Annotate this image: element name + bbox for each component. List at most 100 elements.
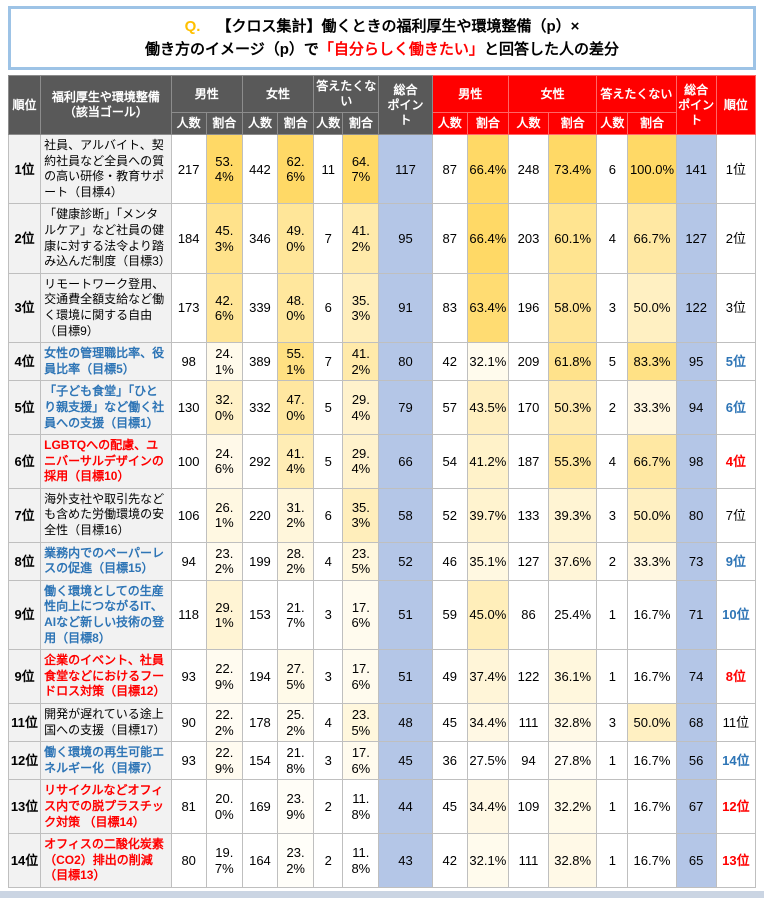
noanswer-ratio-cell: 41.2%	[342, 342, 380, 382]
rank-left-cell: 1位	[7, 133, 42, 205]
noanswer-ratio-cell: 35.3%	[342, 487, 380, 543]
male-ratio-cell: 20.0%	[205, 779, 243, 835]
female-ratio-cell-right: 32.2%	[548, 779, 598, 835]
total-point-cell: 66	[378, 434, 433, 489]
rank-right-cell: 1位	[715, 133, 757, 205]
total-point-cell-right: 73	[675, 541, 717, 581]
header-female-count-left: 人数	[241, 112, 279, 135]
category-label-cell: 「子ども食堂」「ひとり親支援」など働く社員への支援（目標1）	[40, 380, 172, 436]
male-count-cell-right: 42	[431, 833, 468, 888]
header-noanswer-right: 答えたくない	[596, 75, 677, 113]
female-count-cell-right: 122	[507, 649, 550, 704]
male-count-cell: 100	[170, 434, 207, 489]
table-row: 9位 働く環境としての生産性向上につながるIT、AIなど新しい技術の登用（目標8…	[7, 579, 757, 651]
noanswer-ratio-cell-right: 50.0%	[627, 487, 677, 543]
noanswer-ratio-cell: 41.2%	[342, 203, 380, 274]
male-count-cell: 81	[170, 779, 207, 835]
rank-right-cell: 9位	[715, 541, 757, 581]
header-total-right: 総合 ポイン ト	[675, 75, 717, 135]
male-ratio-cell-right: 27.5%	[466, 741, 509, 781]
noanswer-count-cell: 11	[313, 133, 344, 205]
female-count-cell: 194	[241, 649, 279, 704]
male-ratio-cell: 53.4%	[205, 133, 243, 205]
rank-left-cell: 3位	[7, 272, 42, 344]
title-line2-pre: 働き方のイメージ（p）で	[145, 40, 319, 58]
female-ratio-cell-right: 27.8%	[548, 741, 598, 781]
table-row: 11位 開発が遅れている途上国への支援（目標17） 90 22.2% 178 2…	[7, 702, 757, 743]
male-ratio-cell-right: 35.1%	[466, 541, 509, 581]
total-point-cell: 95	[378, 203, 433, 274]
header-noanswer-ratio-right: 割合	[627, 112, 677, 135]
female-ratio-cell-right: 39.3%	[548, 487, 598, 543]
table-row: 8位 業務内でのペーパーレスの促進（目標15） 94 23.2% 199 28.…	[7, 541, 757, 581]
rank-right-cell: 5位	[715, 342, 757, 382]
male-ratio-cell: 23.2%	[205, 541, 243, 581]
female-count-cell: 154	[241, 741, 279, 781]
header-female-right: 女性	[507, 75, 598, 113]
rank-right-cell: 10位	[715, 579, 757, 651]
rank-left-cell: 11位	[7, 702, 42, 743]
male-ratio-cell-right: 63.4%	[466, 272, 509, 344]
noanswer-count-cell-right: 1	[596, 649, 629, 704]
header-rank-right: 順位	[715, 75, 757, 135]
category-label-cell: 社員、アルバイト、契約社員など全員への質の高い研修・教育サポート（目標4）	[40, 133, 172, 205]
total-point-cell: 44	[378, 779, 433, 835]
rank-right-cell: 14位	[715, 741, 757, 781]
category-label-cell: LGBTQへの配慮、ユニバーサルデザインの採用（目標10）	[40, 434, 172, 489]
male-ratio-cell: 22.9%	[205, 649, 243, 704]
male-count-cell: 90	[170, 702, 207, 743]
female-ratio-cell-right: 50.3%	[548, 380, 598, 436]
male-count-cell-right: 87	[431, 133, 468, 205]
female-count-cell: 178	[241, 702, 279, 743]
header-noanswer-count-right: 人数	[596, 112, 629, 135]
male-count-cell: 130	[170, 380, 207, 436]
header-female-left: 女性	[241, 75, 315, 113]
male-ratio-cell-right: 66.4%	[466, 133, 509, 205]
header-female-count-right: 人数	[507, 112, 550, 135]
male-count-cell: 118	[170, 579, 207, 651]
female-ratio-cell-right: 73.4%	[548, 133, 598, 205]
rank-left-cell: 9位	[7, 579, 42, 651]
male-ratio-cell: 42.6%	[205, 272, 243, 344]
male-ratio-cell: 22.9%	[205, 741, 243, 781]
total-point-cell: 51	[378, 649, 433, 704]
noanswer-ratio-cell: 64.7%	[342, 133, 380, 205]
total-point-cell-right: 56	[675, 741, 717, 781]
noanswer-count-cell-right: 3	[596, 272, 629, 344]
male-ratio-cell-right: 37.4%	[466, 649, 509, 704]
female-ratio-cell-right: 55.3%	[548, 434, 598, 489]
noanswer-count-cell-right: 4	[596, 203, 629, 274]
female-ratio-cell-right: 32.8%	[548, 833, 598, 888]
category-label-cell: オフィスの二酸化炭素（CO2）排出の削減（目標13）	[40, 833, 172, 888]
male-count-cell-right: 59	[431, 579, 468, 651]
noanswer-ratio-cell-right: 16.7%	[627, 741, 677, 781]
rank-right-cell: 13位	[715, 833, 757, 888]
male-count-cell: 80	[170, 833, 207, 888]
noanswer-ratio-cell-right: 16.7%	[627, 779, 677, 835]
category-label-cell: 女性の管理職比率、役員比率（目標5）	[40, 342, 172, 382]
female-count-cell: 169	[241, 779, 279, 835]
female-ratio-cell: 55.1%	[277, 342, 315, 382]
total-point-cell: 52	[378, 541, 433, 581]
q-label: Q.	[184, 18, 201, 35]
header-male-count-right: 人数	[431, 112, 468, 135]
title-line2-highlight: 「自分らしく働きたい」	[318, 40, 484, 58]
male-count-cell: 94	[170, 541, 207, 581]
female-count-cell: 292	[241, 434, 279, 489]
female-count-cell-right: 209	[507, 342, 550, 382]
rank-right-cell: 2位	[715, 203, 757, 274]
male-ratio-cell-right: 43.5%	[466, 380, 509, 436]
noanswer-ratio-cell: 35.3%	[342, 272, 380, 344]
table-row: 13位 リサイクルなどオフィス内での脱プラスチック対策 （目標14） 81 20…	[7, 779, 757, 835]
female-ratio-cell-right: 61.8%	[548, 342, 598, 382]
noanswer-count-cell: 3	[313, 649, 344, 704]
header-category: 福利厚生や環境整備 （該当ゴール）	[40, 75, 172, 135]
male-count-cell-right: 46	[431, 541, 468, 581]
header-noanswer-left: 答えたくない	[313, 75, 380, 113]
female-count-cell-right: 109	[507, 779, 550, 835]
noanswer-ratio-cell: 29.4%	[342, 434, 380, 489]
male-count-cell: 217	[170, 133, 207, 205]
male-ratio-cell: 45.3%	[205, 203, 243, 274]
noanswer-ratio-cell: 17.6%	[342, 741, 380, 781]
header-male-count-left: 人数	[170, 112, 207, 135]
